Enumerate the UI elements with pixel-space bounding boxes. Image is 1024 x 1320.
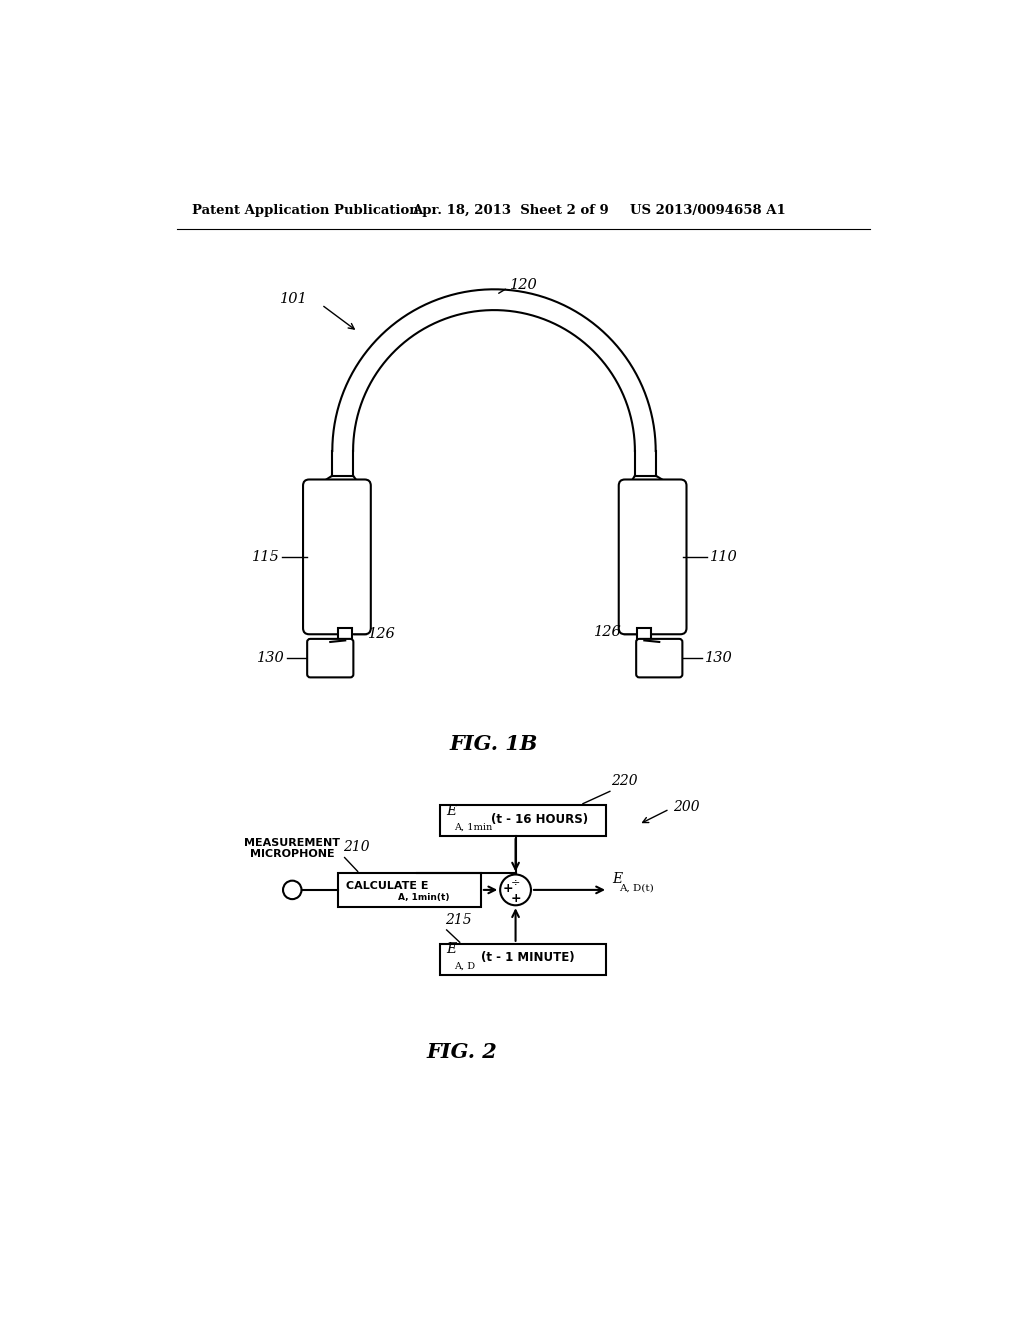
Text: 101: 101 [280,292,307,305]
Text: 126: 126 [368,627,395,642]
Text: E: E [446,804,457,817]
Text: CALCULATE E: CALCULATE E [346,880,429,891]
Text: MEASUREMENT
MICROPHONE: MEASUREMENT MICROPHONE [245,837,340,859]
Text: A, D(t): A, D(t) [618,883,653,892]
Text: +: + [503,882,513,895]
Text: 120: 120 [510,279,538,293]
FancyBboxPatch shape [303,479,371,635]
Text: 115: 115 [252,550,280,564]
Text: 110: 110 [710,550,737,564]
Bar [440,805,606,836]
Text: A, 1min(t): A, 1min(t) [397,892,450,902]
Bar [338,628,352,640]
Text: 126: 126 [594,624,622,639]
Text: (t - 1 MINUTE): (t - 1 MINUTE) [481,952,574,964]
Text: FIG. 1B: FIG. 1B [450,734,539,754]
Text: A, 1min: A, 1min [455,822,493,832]
Bar [339,873,481,907]
Text: 220: 220 [611,775,638,788]
Text: 130: 130 [257,651,285,665]
Text: ÷: ÷ [511,878,520,887]
FancyBboxPatch shape [636,639,682,677]
Bar [637,628,651,640]
Text: Patent Application Publication: Patent Application Publication [193,205,419,218]
Text: (t - 16 HOURS): (t - 16 HOURS) [490,813,588,825]
FancyBboxPatch shape [307,639,353,677]
Text: E: E [446,942,457,956]
Bar [440,944,606,974]
Text: US 2013/0094658 A1: US 2013/0094658 A1 [630,205,785,218]
FancyBboxPatch shape [618,479,686,635]
Text: 210: 210 [343,841,370,854]
Text: 200: 200 [674,800,700,813]
Text: Apr. 18, 2013  Sheet 2 of 9: Apr. 18, 2013 Sheet 2 of 9 [412,205,608,218]
Text: 130: 130 [705,651,732,665]
Text: A, D: A, D [455,961,475,970]
Text: E: E [611,873,622,886]
Text: FIG. 2: FIG. 2 [426,1041,497,1061]
Text: 215: 215 [445,913,472,927]
Text: +: + [511,892,521,906]
